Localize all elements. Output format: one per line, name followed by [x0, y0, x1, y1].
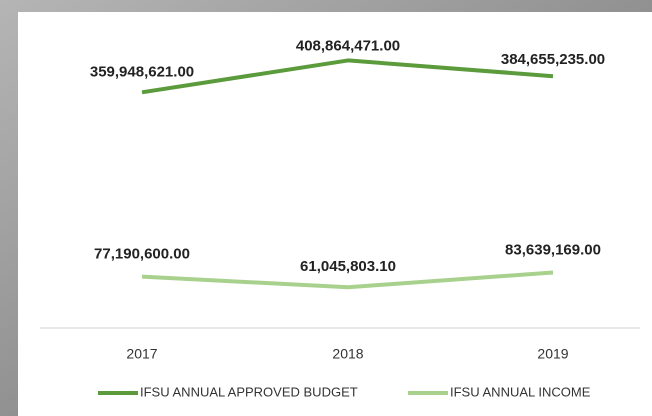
data-label: 83,639,169.00	[505, 241, 601, 258]
chart: 2017 2018 2019 359,948,621.00 408,864,471.00…	[0, 0, 652, 416]
legend-label: IFSU ANNUAL INCOME	[450, 384, 591, 399]
data-label: 61,045,803.10	[300, 258, 396, 275]
x-tick-label: 2018	[332, 346, 363, 362]
x-tick-label: 2019	[537, 346, 568, 362]
data-label: 408,864,471.00	[296, 37, 400, 54]
data-label: 359,948,621.00	[90, 63, 194, 80]
legend-label: IFSU ANNUAL APPROVED BUDGET	[140, 384, 358, 399]
data-label: 77,190,600.00	[94, 246, 190, 263]
data-label: 384,655,235.00	[501, 51, 605, 68]
x-tick-label: 2017	[126, 346, 157, 362]
